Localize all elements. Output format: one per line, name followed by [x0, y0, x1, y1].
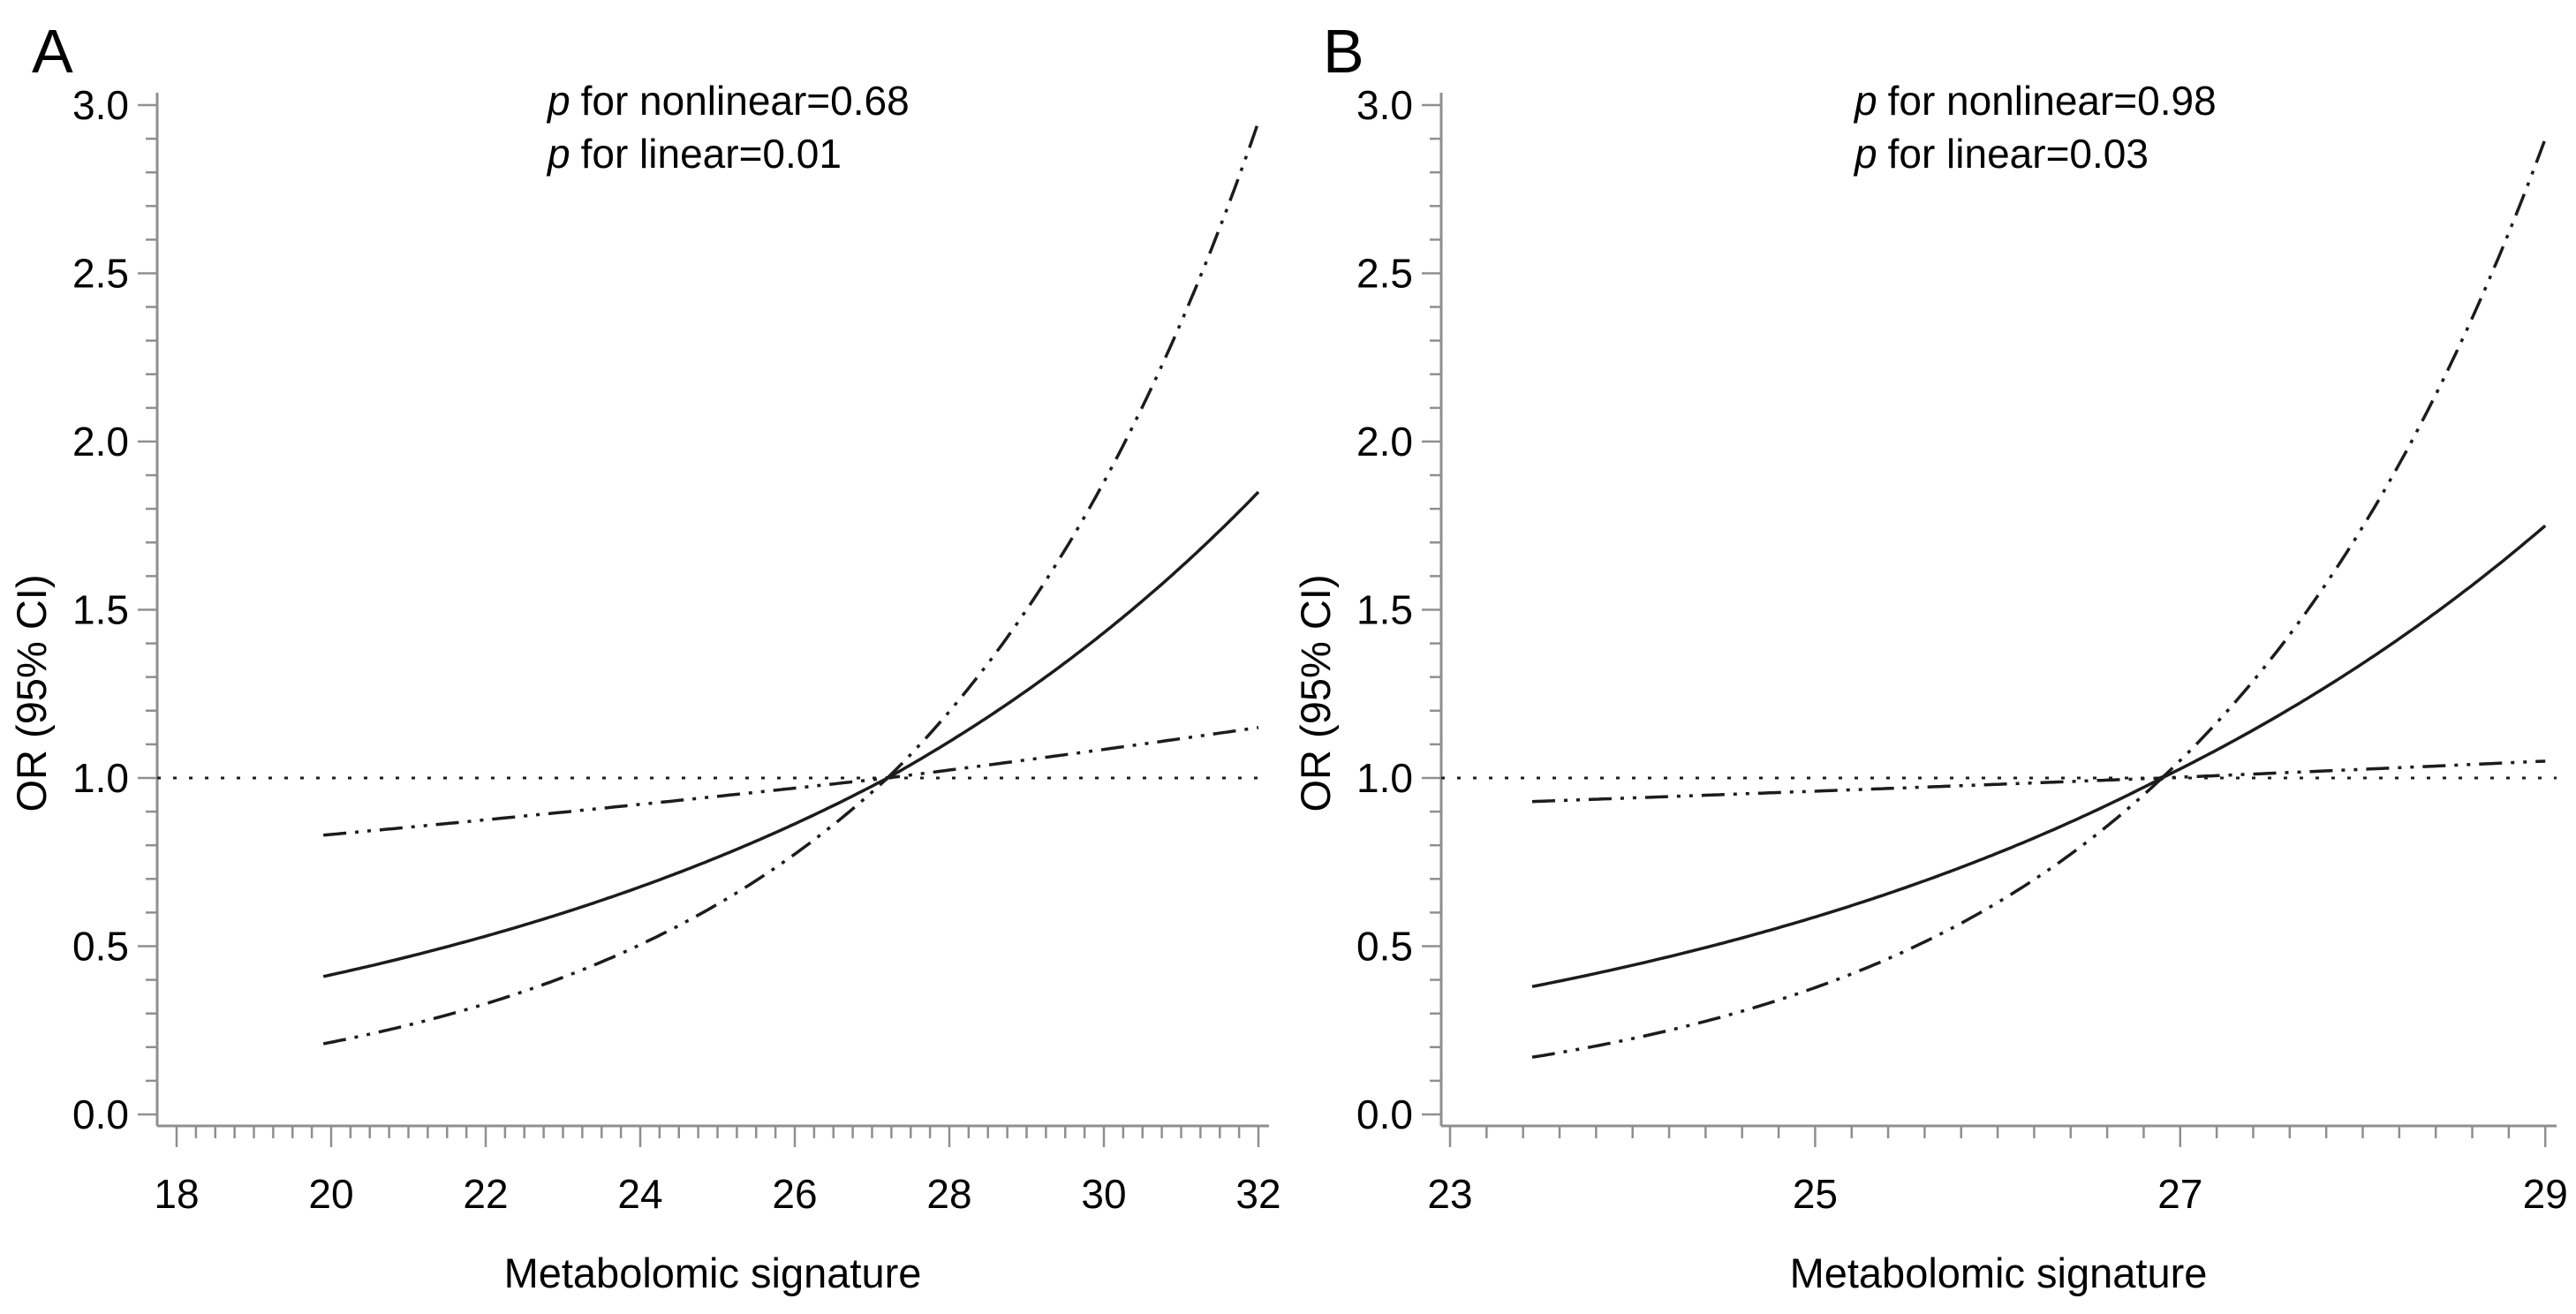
p-symbol: p [1853, 131, 1877, 177]
panel-b-y-axis-title: OR (95% CI) [1292, 575, 1339, 812]
panel-b-y-tick-label: 0.0 [1356, 1091, 1413, 1137]
panel-b-y-tick-label: 1.5 [1356, 587, 1413, 633]
panel-a-or-estimate-curve [322, 490, 1260, 978]
panel-a-x-tick-label: 22 [463, 1171, 508, 1217]
panel-b-y-tick-label: 2.5 [1356, 251, 1413, 297]
panel-b-x-tick-label: 27 [2157, 1171, 2202, 1217]
panel-a-text: A p for nonlinear=0.68 p for linear=0.01 M… [8, 17, 921, 1296]
panel-a-x-axis-title: Metabolomic signature [504, 1250, 922, 1296]
panel-a-x-tick-label: 32 [1235, 1171, 1280, 1217]
panel-b-y-tick-label: 2.0 [1356, 419, 1413, 464]
panel-a-p-linear: p for linear=0.01 [546, 131, 842, 177]
panel-a-x-tick-label: 28 [926, 1171, 971, 1217]
panel-b-upper-95ci-curve [1531, 138, 2547, 804]
p-linear-text: for linear=0.01 [581, 131, 842, 177]
panel-a-y-tick-label: 3.0 [72, 82, 129, 128]
panel-a-y-tick-label: 2.5 [72, 251, 129, 297]
panel-b-lower-95ci-curve [1531, 759, 2546, 1059]
panel-b-or-estimate-curve [1531, 524, 2547, 988]
panel-a-y-tick-label: 2.0 [72, 419, 129, 464]
panel-b-p-nonlinear: p for nonlinear=0.98 [1853, 78, 2217, 124]
p-linear-text: for linear=0.03 [1888, 131, 2149, 177]
p-symbol: p [546, 78, 570, 124]
panel-b-p-linear: p for linear=0.03 [1853, 131, 2149, 177]
panel-b-y-tick-label: 3.0 [1356, 82, 1413, 128]
panel-b-text: B p for nonlinear=0.98 p for linear=0.03 M… [1292, 17, 2217, 1296]
panel-b-y-tick-label: 0.5 [1356, 924, 1413, 970]
panel-a-x-tick-label: 18 [154, 1171, 199, 1217]
panel-a-x-tick-label: 20 [308, 1171, 353, 1217]
p-nonlinear-text: for nonlinear=0.68 [581, 78, 910, 124]
p-symbol: p [546, 131, 570, 177]
panel-a-p-nonlinear: p for nonlinear=0.68 [546, 78, 910, 124]
panel-b-x-tick-label: 29 [2523, 1171, 2568, 1217]
panel-a-y-tick-label: 1.5 [72, 587, 129, 633]
p-nonlinear-text: for nonlinear=0.98 [1888, 78, 2217, 124]
p-symbol: p [1853, 78, 1877, 124]
panel-a-lower-95ci-curve [322, 726, 1259, 1046]
panel-b-letter: B [1323, 17, 1364, 86]
panel-a-y-tick-label: 1.0 [72, 755, 129, 801]
panel-a-x-tick-label: 26 [772, 1171, 817, 1217]
panel-b-x-tick-label: 25 [1793, 1171, 1838, 1217]
panel-b-x-axis-title: Metabolomic signature [1790, 1250, 2208, 1296]
panel-b-y-tick-label: 1.0 [1356, 755, 1413, 801]
panel-a-x-tick-label: 30 [1081, 1171, 1126, 1217]
plot-layer: 18 20 22 24 26 28 30 32 0.0 0.5 1.0 1.5 2.0 2.5 3.0 23 2… [72, 82, 2568, 1217]
panel-a-x-tick-label: 24 [617, 1171, 662, 1217]
panel-a-y-axis-title: OR (95% CI) [8, 575, 55, 812]
panel-a-upper-95ci-curve [323, 121, 1260, 837]
panel-b-x-tick-label: 23 [1427, 1171, 1472, 1217]
panel-a-letter: A [32, 17, 73, 86]
panel-a-y-tick-label: 0.5 [72, 924, 129, 970]
panel-a-y-tick-label: 0.0 [72, 1091, 129, 1137]
